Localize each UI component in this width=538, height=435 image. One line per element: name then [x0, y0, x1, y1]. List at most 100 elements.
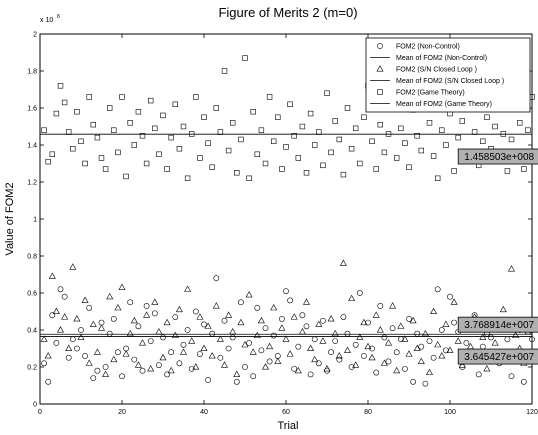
triangle-point: [335, 352, 343, 359]
circle-point: [463, 340, 470, 346]
circle-point: [270, 332, 277, 339]
triangle-point: [364, 342, 372, 350]
circle-point: [410, 378, 416, 385]
circle-point: [291, 365, 298, 372]
circle-point: [94, 367, 101, 374]
square-point: [209, 164, 215, 170]
triangle-point: [122, 350, 130, 357]
triangle-point: [85, 359, 93, 366]
triangle-point: [348, 294, 356, 302]
circle-point: [53, 340, 60, 346]
plot-area: 0 20 40 60 80 100 120 0 0.2 0.4 0.6 0.8 1 1.2 1.4 1.6 1.…: [27, 32, 538, 416]
circle-point: [225, 345, 232, 352]
square-point: [262, 160, 269, 167]
circle-point: [254, 304, 261, 311]
y-tick-label: 0.8: [27, 254, 37, 261]
triangle-point: [405, 350, 413, 357]
triangle-point: [421, 329, 429, 337]
square-point: [57, 83, 64, 89]
triangle-point: [343, 346, 352, 353]
circle-point: [475, 371, 482, 378]
circle-point: [328, 349, 334, 356]
triangle-point: [491, 339, 499, 346]
circle-point: [229, 334, 236, 341]
square-point: [131, 142, 137, 148]
triangle-point: [126, 329, 134, 337]
square-point: [459, 118, 465, 124]
circle-point: [356, 290, 363, 296]
triangle-point: [233, 370, 241, 377]
square-point: [98, 155, 105, 161]
square-point: [275, 114, 281, 120]
square-point: [307, 110, 314, 117]
circle-point: [508, 373, 515, 380]
square-point: [254, 151, 260, 157]
legend-entry: Mean of FOM2 (Game Theory): [396, 101, 492, 108]
circle-point: [283, 288, 289, 295]
triangle-point: [331, 329, 339, 337]
x-tick-label: 60: [282, 409, 290, 416]
circle-point: [135, 323, 142, 330]
circle-point: [49, 312, 56, 319]
circle-point: [119, 373, 125, 380]
square-point: [152, 125, 158, 132]
circle-point: [377, 303, 384, 309]
triangle-point: [409, 316, 417, 324]
triangle-point: [286, 350, 294, 357]
square-point: [230, 120, 236, 126]
x-axis-title: Trial: [278, 420, 299, 430]
y-exponent-base: x 10: [40, 17, 53, 24]
circle-point: [65, 354, 72, 361]
square-point: [373, 166, 379, 172]
triangle-point: [134, 361, 142, 368]
circle-point: [315, 360, 322, 367]
circle-point: [422, 380, 429, 387]
triangle-point: [307, 344, 315, 352]
square-point: [504, 168, 511, 174]
triangle-point: [225, 311, 233, 318]
square-point: [398, 125, 404, 132]
circle-point: [520, 378, 527, 385]
triangle-point: [188, 337, 196, 344]
circle-point: [57, 286, 64, 293]
triangle-point: [266, 342, 274, 350]
triangle-point: [212, 302, 220, 309]
circle-point: [82, 352, 88, 359]
circle-point: [381, 334, 388, 341]
circle-point: [90, 375, 97, 381]
triangle-point: [245, 291, 253, 298]
square-point: [94, 134, 101, 141]
triangle-point: [208, 352, 216, 359]
x-tick-label: 40: [200, 409, 208, 416]
square-point: [279, 166, 285, 172]
triangle-point: [261, 363, 270, 370]
circle-point: [168, 349, 175, 356]
square-point: [287, 101, 293, 108]
triangle-point: [372, 311, 380, 318]
square-point: [381, 149, 388, 156]
square-point: [283, 144, 289, 150]
square-point: [402, 140, 408, 146]
triangle-point: [48, 272, 56, 279]
circle-point: [447, 293, 453, 300]
triangle-point: [438, 352, 446, 359]
x-tick-label: 0: [38, 409, 42, 416]
square-point: [295, 155, 301, 161]
triangle-point: [196, 313, 204, 320]
circle-point: [401, 365, 408, 372]
square-point: [205, 140, 211, 146]
square-point: [119, 94, 125, 100]
circle-point: [160, 334, 166, 341]
triangle-point: [380, 359, 388, 366]
square-point: [377, 121, 383, 128]
circle-point: [192, 308, 199, 315]
triangle-point: [352, 361, 360, 368]
y-tick-label: 0.4: [27, 328, 37, 335]
x-tick-label: 20: [118, 409, 126, 416]
triangle-point: [237, 318, 245, 326]
triangle-point: [179, 348, 188, 355]
square-point: [299, 123, 306, 130]
triangle-point: [417, 357, 425, 364]
triangle-point: [319, 337, 327, 344]
